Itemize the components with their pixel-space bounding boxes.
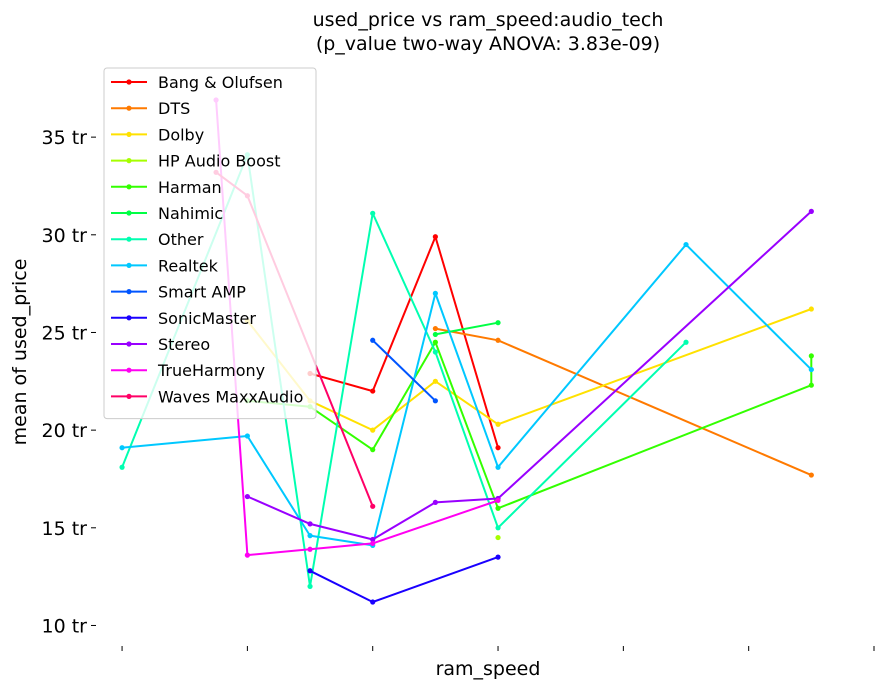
series-line-realtek [122, 243, 813, 547]
x-axis [121, 646, 875, 651]
chart-title: used_price vs ram_speed:audio_tech [313, 9, 664, 31]
data-point-nahimic [495, 320, 501, 326]
data-point-harman [808, 382, 814, 388]
legend-marker [126, 393, 132, 399]
legend-entry: Nahimic [158, 204, 223, 223]
data-point-realtek [683, 241, 689, 248]
data-point-sonicmaster [495, 554, 501, 560]
y-tick-label: 30 tr [42, 225, 88, 247]
data-point-smart-amp [370, 337, 376, 343]
legend: Bang & Olufsen DTS Dolby HP Audio Boost Harm… [103, 67, 317, 420]
legend-marker [126, 105, 132, 111]
data-point-bang-olufsen [432, 234, 438, 240]
legend-entry: Harman [158, 178, 222, 197]
legend-frame [103, 67, 317, 420]
chart-subtitle: (p_value two-way ANOVA: 3.83e-09) [316, 33, 660, 55]
data-point-smart-amp [432, 398, 438, 404]
data-point-realtek [495, 464, 501, 470]
data-point-stereo [244, 493, 250, 500]
data-point-other [370, 210, 376, 216]
legend-marker [126, 184, 132, 190]
data-point-dts [808, 472, 814, 478]
x-axis-label: ram_speed [436, 658, 541, 680]
data-point-stereo [307, 521, 313, 527]
data-point-other [307, 583, 313, 590]
legend-marker [126, 131, 132, 137]
legend-marker [126, 341, 132, 347]
data-point-dolby [495, 421, 501, 427]
data-point-harman [370, 447, 376, 453]
data-point-realtek [432, 290, 438, 296]
y-axis-label: mean of used_price [9, 259, 31, 446]
data-point-harman [808, 353, 814, 359]
y-tick-label: 35 tr [42, 127, 88, 149]
data-point-other [683, 339, 689, 345]
data-point-realtek [307, 533, 313, 539]
y-tick-label: 25 tr [42, 322, 88, 344]
data-point-hp-audio-boost [495, 534, 501, 541]
y-tick-label: 15 tr [42, 518, 88, 540]
legend-entry: Dolby [158, 125, 204, 144]
data-point-trueharmony [244, 552, 250, 558]
legend-marker [126, 236, 132, 242]
data-point-stereo [370, 536, 376, 543]
legend-entry: Other [158, 230, 204, 249]
legend-entry: Smart AMP [158, 283, 246, 302]
y-tick-label: 20 tr [42, 420, 88, 442]
data-point-dolby [370, 427, 376, 433]
data-point-trueharmony [495, 497, 501, 504]
legend-marker [126, 367, 132, 373]
series-line-bang-olufsen [309, 235, 499, 448]
data-point-stereo [432, 499, 438, 506]
series-line-smart-amp [372, 339, 437, 402]
data-point-harman [432, 339, 438, 345]
legend-entry: Stereo [158, 335, 210, 354]
data-point-trueharmony [370, 540, 376, 547]
data-point-other [495, 525, 501, 531]
legend-entry: DTS [158, 99, 190, 118]
data-point-dts [495, 337, 501, 343]
y-tick-label: 10 tr [42, 615, 88, 637]
legend-entry: Bang & Olufsen [158, 73, 283, 92]
data-point-stereo [808, 208, 814, 214]
data-point-waves-maxxaudio [370, 503, 376, 509]
data-point-sonicmaster [307, 568, 313, 574]
data-point-nahimic [432, 331, 438, 338]
legend-marker [126, 262, 132, 268]
data-point-harman [495, 505, 501, 511]
legend-marker [126, 315, 132, 321]
data-point-sonicmaster [370, 599, 376, 605]
legend-marker [126, 79, 132, 85]
data-point-trueharmony [307, 546, 313, 552]
data-point-bang-olufsen [495, 445, 501, 451]
legend-marker [126, 289, 132, 295]
y-axis: 10 tr 15 tr 20 tr 25 tr 30 tr 35 tr [42, 127, 96, 637]
series-line-nahimic [435, 321, 499, 336]
legend-entry: HP Audio Boost [158, 152, 281, 171]
data-point-other [119, 464, 125, 470]
legend-marker [126, 210, 132, 216]
data-point-other [432, 349, 438, 355]
legend-marker [126, 158, 132, 164]
data-point-bang-olufsen [370, 388, 376, 394]
data-point-realtek [119, 445, 125, 451]
legend-entry: SonicMaster [158, 309, 256, 328]
data-point-dts [432, 325, 438, 332]
legend-entry: Waves MaxxAudio [158, 387, 303, 406]
legend-entry: TrueHarmony [157, 361, 265, 380]
data-point-realtek [244, 433, 250, 439]
data-point-realtek [808, 366, 814, 373]
series-line-stereo [246, 210, 812, 541]
legend-entry: Realtek [158, 256, 219, 275]
data-point-dolby [808, 306, 814, 312]
data-point-dolby [432, 378, 438, 384]
